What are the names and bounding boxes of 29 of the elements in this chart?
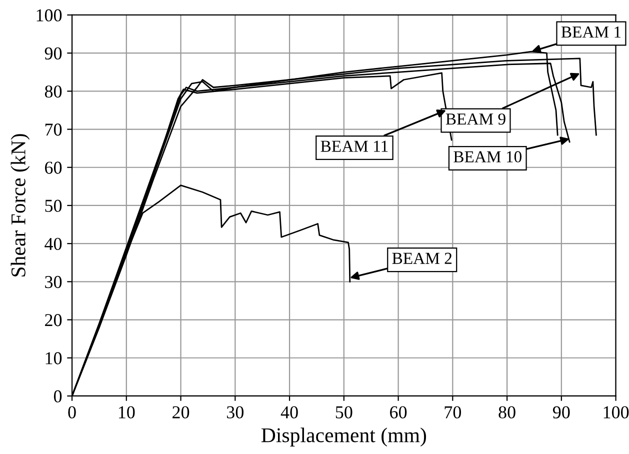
x-tick-label: 70 [444,406,461,418]
y-tick-label: 20 [45,314,62,326]
x-axis-title: Displacement (mm) [261,428,426,447]
x-tick-label: 50 [336,406,352,418]
y-tick-label: 60 [45,162,62,174]
x-tick-label: 10 [118,406,135,418]
x-tick-label: 20 [172,406,190,418]
annotation: BEAM 11 [320,140,388,152]
y-tick-label: 10 [46,352,62,364]
annotation: BEAM 2 [392,252,452,264]
y-axis-title: Shear Force (kN) [10,134,30,276]
y-tick-label: 50 [45,200,62,212]
x-tick-label: 90 [552,406,570,418]
y-tick-label: 70 [45,124,62,136]
annotation: BEAM 10 [454,151,522,162]
y-tick-label: 40 [44,238,62,250]
annotation: BEAM 1 [561,26,621,38]
y-tick-label: 0 [54,390,62,402]
y-tick-label: 100 [36,9,62,22]
y-tick-label: 80 [44,85,62,98]
x-tick-label: 80 [498,406,516,418]
y-tick-label: 30 [45,276,62,288]
x-tick-label: 100 [604,406,629,418]
x-tick-label: 30 [226,406,244,418]
x-tick-label: 0 [68,406,76,418]
x-tick-label: 40 [280,406,298,418]
annotation: BEAM 9 [446,113,506,125]
y-tick-label: 90 [44,47,62,60]
x-tick-label: 60 [390,406,407,418]
